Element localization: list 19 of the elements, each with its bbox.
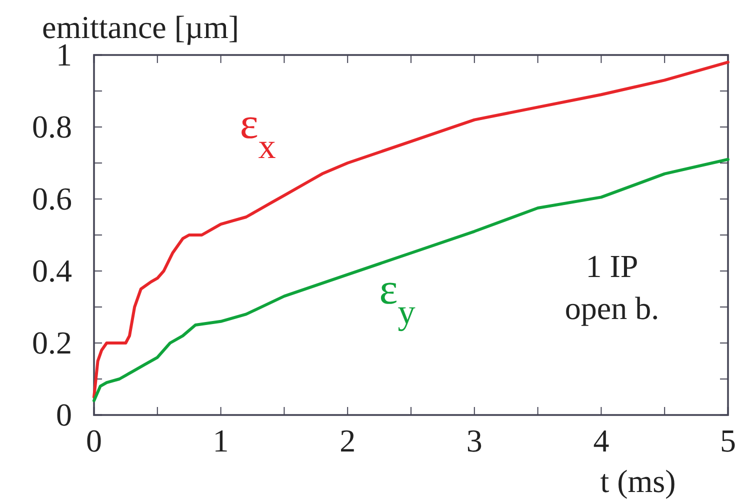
x-tick-label: 2 [340,422,356,459]
line-series [92,60,730,398]
annotation: open b. [564,290,660,326]
annotation: 1 IP [586,248,638,284]
y-tick-label: 0.4 [32,252,72,288]
y-tick-label: 0.8 [32,108,72,144]
y-axis-title: emittance [µm] [42,9,240,45]
y-tick-label: 0 [56,396,72,432]
line-series [92,158,730,402]
x-tick-label: 5 [720,422,736,459]
x-tick-label: 1 [212,422,229,459]
y-tick-label: 0.2 [32,324,72,360]
x-axis-title: t (ms) [600,463,676,499]
series-label: ε$_{x}$ [240,98,276,166]
series-label: ε$_{y}$ [379,264,416,331]
x-tick-label: 0 [86,422,102,459]
x-tick-label: 4 [593,422,610,459]
x-tick-label: 3 [466,422,482,459]
y-tick-label: 0.6 [32,180,72,216]
